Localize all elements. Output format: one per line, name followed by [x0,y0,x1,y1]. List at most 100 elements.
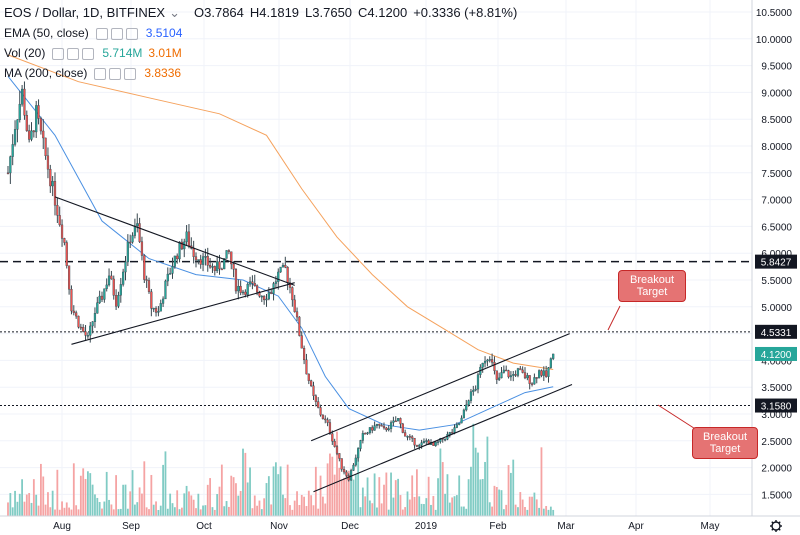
indicator-volume[interactable]: Vol (20) 5.714M 3.01M [4,43,517,63]
indicator-label[interactable]: MA (200, close) [4,66,88,80]
volume-bar [101,508,103,516]
candle-body [263,295,266,301]
volume-bar [72,463,75,516]
eye-icon[interactable] [94,67,107,80]
eye-icon[interactable] [52,47,65,60]
volume-bar [423,504,425,516]
volume-bar [322,496,324,516]
volume-bar [359,507,362,516]
candle-body [509,375,512,378]
indicator-label[interactable]: Vol (20) [4,46,46,60]
indicator-controls[interactable] [93,23,138,43]
volume-bar [136,502,139,516]
candle-body [265,298,268,301]
volume-bar [453,496,456,516]
price-tick-label: 7.0000 [761,196,792,207]
trendlines[interactable] [54,196,701,493]
volume-bar [246,482,249,516]
indicator-controls[interactable] [91,63,137,83]
close-icon[interactable] [124,67,137,80]
volume-bar [427,476,430,516]
volume-bar [378,477,381,516]
volume-bar [547,509,550,516]
price-tick-label: 10.0000 [756,35,793,46]
candle-body [326,419,329,423]
candle-body [408,436,411,438]
candle-body [178,241,181,260]
volume-bar [455,495,458,516]
price-tick-label: 5.0000 [761,303,792,314]
price-tick-label: 2.0000 [761,464,792,475]
volume-bar [460,506,463,516]
candle-body [84,331,87,336]
candle-body [312,385,315,396]
volume-bar [98,502,101,516]
candle-body [277,271,280,282]
candle-body [79,326,82,329]
indicator-controls[interactable] [49,43,95,63]
candle-body [164,280,167,300]
candle-body [86,335,89,337]
candle-body [401,423,404,433]
gear-icon[interactable] [770,520,782,532]
indicator-label[interactable]: EMA (50, close) [4,26,89,40]
volume-bar [312,505,315,516]
volume-bar [350,473,352,516]
candle-body [342,469,346,473]
volume-bar [155,501,157,516]
volume-bar [345,470,348,516]
candle-body [462,409,465,419]
settings-icon[interactable] [109,67,122,80]
settings-icon[interactable] [110,27,123,40]
candle-body [303,348,306,361]
price-axis[interactable]: 10.5000 10.0000 9.5000 9.0000 8.5000 8.0000 7.… [751,0,800,535]
candle-body [493,362,496,371]
chart-legend: EOS / Dollar, 1D, BITFINEX ⌄ O3.7864 H4.… [4,3,517,83]
candle-body [404,432,407,437]
price-tick-label: 9.5000 [761,62,792,73]
volume-bar [131,470,134,516]
close-icon[interactable] [125,27,138,40]
candle-body [526,375,529,379]
volume-bar [206,484,209,516]
candle-body [538,370,541,379]
volume-bar [68,507,70,516]
eye-icon[interactable] [95,27,108,40]
close-icon[interactable] [82,47,95,60]
close-value: C4.1200 [358,5,408,20]
candle-body [260,295,263,298]
symbol-title[interactable]: EOS / Dollar, 1D, BITFINEX [4,5,166,20]
volume-bar [239,490,242,516]
candle-body [65,242,68,266]
volume-bar [148,509,150,516]
breakout-callout-upper[interactable]: Breakout Target [618,270,686,302]
volume-bar [30,502,33,516]
chevron-down-icon[interactable]: ⌄ [169,5,181,20]
low-value: L3.7650 [305,5,353,20]
candle-body [547,367,550,377]
candle-body [6,172,10,175]
time-tick-label: Oct [196,521,212,532]
candle-body [232,263,235,270]
price-tick-label: 6.5000 [761,222,792,233]
volume-bar [213,509,216,516]
breakout-callout-lower[interactable]: Breakout Target [692,427,758,459]
candle-body [105,284,108,289]
time-axis[interactable]: Aug Sep Oct Nov Dec 2019 Feb Mar Apr May [0,515,800,535]
volume-bar [244,452,247,516]
indicator-ema[interactable]: EMA (50, close) 3.5104 [4,23,517,43]
volume-bar [89,473,92,516]
trendline [54,196,295,286]
settings-icon[interactable] [67,47,80,60]
candle-body [216,261,219,271]
volume-bar [54,509,56,516]
volume-bar [202,505,204,516]
indicator-ma[interactable]: MA (200, close) 3.8336 [4,63,517,83]
candle-body [530,383,534,385]
volume-bar [267,476,270,516]
time-tick-label: 2019 [415,521,438,532]
volume-bar [354,474,357,516]
symbol-row[interactable]: EOS / Dollar, 1D, BITFINEX ⌄ O3.7864 H4.… [4,3,517,23]
volume-bar [439,448,442,516]
